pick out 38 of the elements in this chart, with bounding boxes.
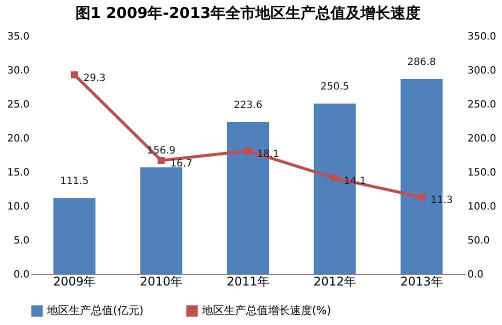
data-label: 16.7	[170, 158, 192, 170]
point	[70, 71, 78, 78]
y2-tick-label: 150.0	[468, 168, 496, 178]
data-label: 250.5	[320, 82, 350, 93]
y-tick-label: 30.0	[7, 66, 30, 76]
point	[244, 147, 252, 154]
point	[158, 156, 165, 164]
x-tick-label: 2011年	[226, 274, 270, 288]
y2-tick-label: 0.0	[468, 270, 484, 280]
chart-title: 图1 2009年-2013年全市地区生产总值及增长速度	[75, 4, 421, 22]
y-tick-label: 20.0	[7, 134, 30, 144]
data-label: 29.3	[83, 72, 106, 84]
y2-tick-label: 250.0	[468, 100, 496, 110]
data-label: 286.8	[407, 56, 436, 68]
x-tick-label: 2010年	[140, 274, 182, 288]
data-label: 111.5	[60, 176, 89, 188]
y2-tick-label: 50.0	[468, 236, 490, 246]
x-tick-label: 2012年	[314, 274, 356, 288]
x-tick-label: 2013年	[400, 274, 443, 288]
y-tick-label: 10.0	[7, 202, 30, 212]
legend-label: 地区生产总值(亿元)	[46, 304, 144, 317]
data-label: 223.6	[234, 100, 262, 111]
bar	[53, 198, 96, 274]
x-tick-label: 2009年	[53, 274, 96, 288]
point	[331, 174, 338, 182]
y-tick-label: 5.0	[14, 236, 30, 246]
y-tick-label: 15.0	[7, 168, 30, 178]
y2-tick-label: 350.0	[468, 32, 496, 42]
y2-tick-label: 200.0	[468, 134, 496, 144]
y-tick-label: 0.0	[14, 270, 30, 280]
legend-label: 地区生产总值增长速度(%)	[201, 304, 332, 317]
y2-tick-label: 300.0	[468, 66, 496, 76]
y2-tick-label: 100.0	[468, 202, 496, 212]
bar	[140, 167, 182, 274]
y-tick-label: 25.0	[7, 100, 30, 110]
point	[418, 194, 426, 201]
data-label: 18.1	[257, 148, 280, 160]
y-tick-label: 35.0	[7, 32, 30, 42]
